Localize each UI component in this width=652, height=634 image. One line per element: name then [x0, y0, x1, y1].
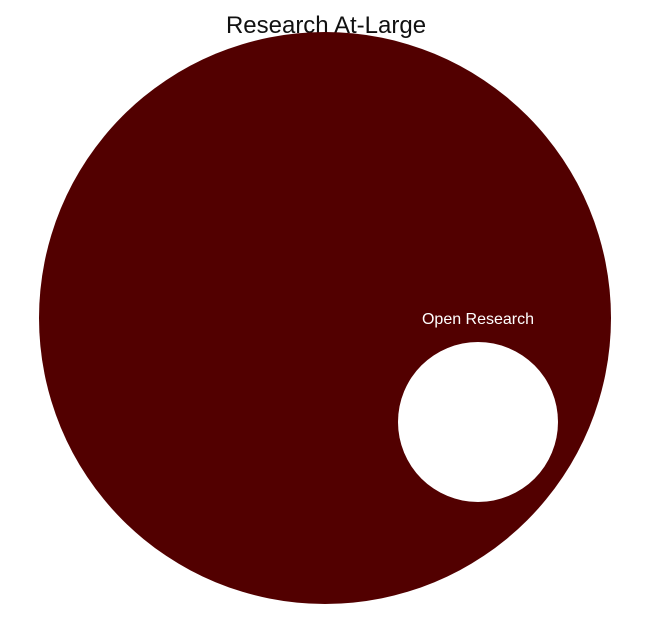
- open-research-circle: [398, 342, 558, 502]
- open-research-label: Open Research: [422, 311, 534, 328]
